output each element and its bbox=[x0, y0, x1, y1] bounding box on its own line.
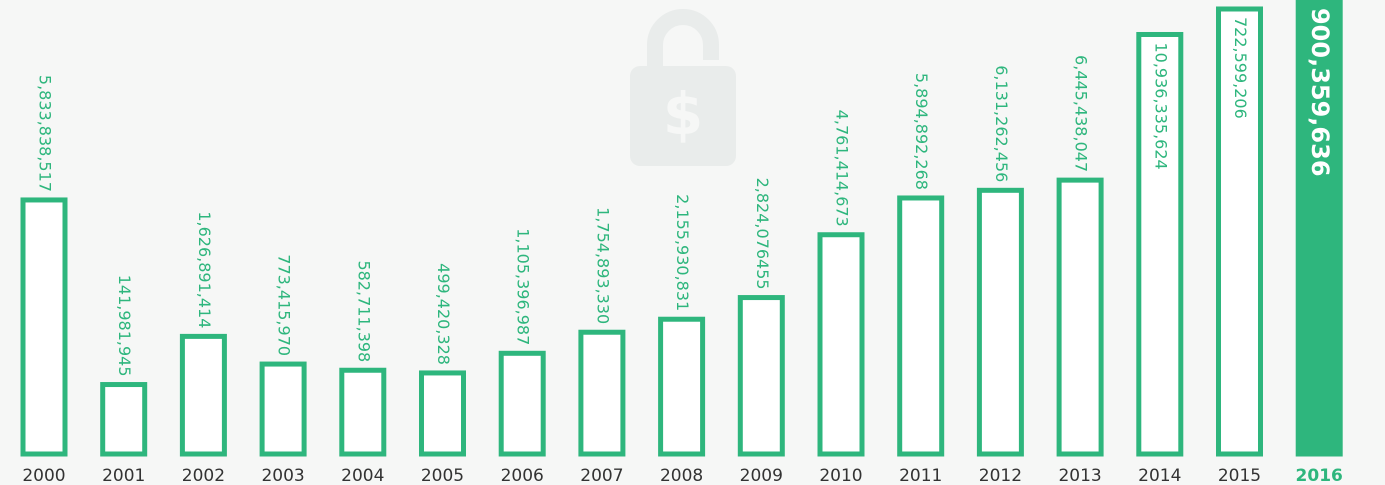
value-label: 2,824,076455 bbox=[753, 178, 772, 290]
bar bbox=[976, 187, 1024, 457]
value-label: 773,415,970 bbox=[275, 254, 294, 356]
value-label: 6,445,438,047 bbox=[1072, 55, 1091, 172]
x-tick-label: 2009 bbox=[740, 466, 783, 485]
bar bbox=[1056, 177, 1104, 457]
x-tick-label: 2011 bbox=[899, 466, 942, 485]
bar bbox=[100, 382, 148, 457]
value-label: 900,359,636 bbox=[1306, 8, 1334, 177]
x-tick-label: 2008 bbox=[660, 466, 703, 485]
bar bbox=[817, 232, 865, 457]
x-tick-label: 2004 bbox=[341, 466, 384, 485]
value-label: 722,599,206 bbox=[1231, 17, 1250, 119]
x-tick-label: 2010 bbox=[819, 466, 862, 485]
bar bbox=[20, 197, 68, 457]
x-tick-label: 2006 bbox=[501, 466, 544, 485]
bar bbox=[259, 361, 307, 457]
x-tick-label: 2007 bbox=[580, 466, 623, 485]
value-label: 10,936,335,624 bbox=[1151, 42, 1170, 169]
bar bbox=[419, 370, 466, 457]
value-label: 1,754,893,330 bbox=[593, 207, 612, 324]
x-tick-label: 2005 bbox=[421, 466, 464, 485]
bar bbox=[1295, 0, 1343, 457]
value-label: 5,833,838,517 bbox=[36, 75, 55, 192]
value-label: 4,761,414,673 bbox=[833, 110, 852, 227]
x-tick-label: 2015 bbox=[1218, 466, 1261, 485]
bar bbox=[1216, 6, 1263, 457]
bar bbox=[658, 316, 706, 457]
x-tick-label: 2013 bbox=[1058, 466, 1101, 485]
x-tick-label: 2000 bbox=[22, 466, 65, 485]
value-label: 582,711,398 bbox=[354, 260, 373, 362]
padlock-icon: $ bbox=[630, 9, 736, 166]
svg-text:$: $ bbox=[663, 80, 703, 148]
value-label: 1,105,396,987 bbox=[514, 228, 533, 345]
bar bbox=[339, 367, 387, 457]
value-label: 499,420,328 bbox=[434, 263, 453, 365]
x-tick-label: 2014 bbox=[1138, 466, 1181, 485]
bar bbox=[737, 295, 785, 457]
value-label: 5,894,892,268 bbox=[912, 73, 931, 190]
bar bbox=[578, 329, 626, 457]
x-tick-label: 2001 bbox=[102, 466, 145, 485]
bar bbox=[1136, 31, 1184, 457]
bar bbox=[179, 333, 227, 457]
value-label: 1,626,891,414 bbox=[195, 211, 214, 328]
value-label: 6,131,262,456 bbox=[992, 65, 1011, 182]
x-tick-label: 2003 bbox=[261, 466, 304, 485]
x-tick-label: 2012 bbox=[979, 466, 1022, 485]
value-label: 2,155,930,831 bbox=[673, 194, 692, 311]
bar bbox=[897, 195, 945, 457]
bar bbox=[498, 350, 546, 457]
x-tick-label: 2002 bbox=[182, 466, 225, 485]
x-tick-label: 2016 bbox=[1296, 466, 1343, 485]
value-label: 141,981,945 bbox=[115, 275, 134, 377]
